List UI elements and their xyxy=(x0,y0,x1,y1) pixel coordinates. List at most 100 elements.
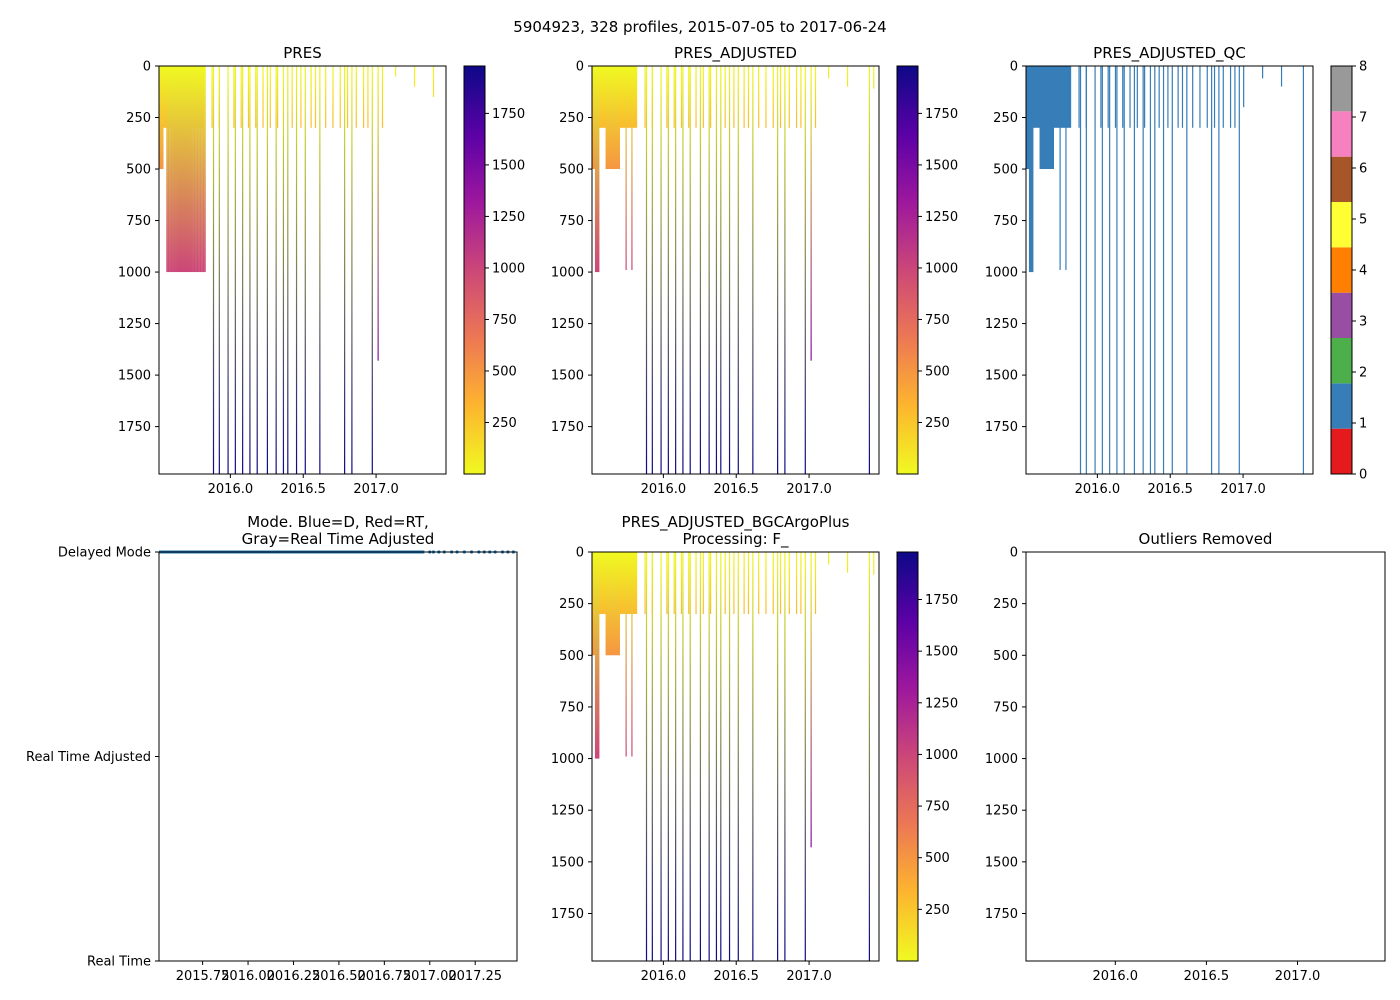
y-tick-label: Delayed Mode xyxy=(58,546,151,561)
x-tick-label: 2016.0 xyxy=(641,969,687,984)
profile-fill-step xyxy=(1026,66,1031,170)
y-tick-label: 500 xyxy=(993,649,1018,664)
profile-extra xyxy=(625,66,627,270)
profile-deep xyxy=(1171,66,1173,474)
x-tick-label: 2016.75 xyxy=(357,969,411,984)
profile-mid xyxy=(695,66,697,128)
colorbar-tick-label: 1500 xyxy=(492,158,525,173)
profile-deep xyxy=(667,66,669,474)
profile-deep xyxy=(737,552,739,961)
y-tick-label: 1750 xyxy=(985,907,1018,922)
x-tick-label: 2015.75 xyxy=(176,969,230,984)
colorbar-gradient xyxy=(464,66,485,474)
profile-mid xyxy=(1177,66,1179,128)
axes-frame xyxy=(591,65,880,475)
profile-fill-step xyxy=(1039,66,1055,170)
profile-mid xyxy=(800,66,802,128)
profile-mid xyxy=(788,66,790,128)
axes-title: Mode. Blue=D, Red=RT, xyxy=(247,513,429,531)
profile-dense xyxy=(201,66,203,273)
profile-deep xyxy=(682,552,684,961)
colorbar-tick-label: 3 xyxy=(1359,315,1367,330)
axes-title: PRES_ADJUSTED_BGCArgoPlus xyxy=(622,513,850,532)
y-tick-label: 1750 xyxy=(551,420,584,435)
profile-mid xyxy=(814,66,817,128)
profile-deep xyxy=(720,66,722,474)
profile-deep xyxy=(1186,66,1188,474)
colorbar-tick-label: 500 xyxy=(925,364,950,379)
profile-deep xyxy=(1211,66,1213,474)
profile-mid xyxy=(277,66,279,128)
colorbar-segment xyxy=(1331,202,1352,248)
profile-deep xyxy=(645,66,648,474)
y-tick-label: 1500 xyxy=(551,855,584,870)
colorbar-tick-label: 1250 xyxy=(925,210,958,225)
profile-mid xyxy=(1181,66,1184,128)
profile-mid xyxy=(1229,66,1232,128)
x-tick-label: 2016.5 xyxy=(280,482,326,497)
profile-deep xyxy=(1079,66,1082,474)
profile-dense xyxy=(198,66,200,273)
profile-mid xyxy=(680,552,683,614)
profile-dense xyxy=(170,66,173,273)
profile-mid xyxy=(724,66,726,128)
profile-dense xyxy=(176,66,179,273)
profile-mid xyxy=(666,66,668,128)
profile-mid xyxy=(814,552,817,614)
y-tick-label: 1000 xyxy=(985,266,1018,281)
profile-deep xyxy=(212,66,215,474)
colorbar-segment xyxy=(1331,111,1352,157)
colorbar-tick-label: 5 xyxy=(1359,213,1367,228)
profile-deep xyxy=(777,552,779,961)
profile-dense xyxy=(187,66,190,273)
y-tick-label: 1250 xyxy=(985,317,1018,332)
colorbar-tick-label: 6 xyxy=(1359,162,1367,177)
y-tick-label: 500 xyxy=(126,163,151,178)
profile-mid xyxy=(795,66,798,128)
y-tick-label: Real Time xyxy=(87,955,151,970)
profile-fill-step xyxy=(592,552,597,656)
figure-title: 5904923, 328 profiles, 2015-07-05 to 201… xyxy=(513,18,886,36)
profile-mid xyxy=(291,66,293,128)
profile-deep xyxy=(708,66,710,474)
axes-outliers: Outliers Removed 2016.0 2016.5 2017.0 0 250 50… xyxy=(985,530,1386,984)
colorbar-segment xyxy=(1331,66,1352,112)
axes-frame xyxy=(158,551,518,962)
profile-dense xyxy=(169,66,171,273)
y-tick-label: 0 xyxy=(143,60,151,75)
profile-deep xyxy=(784,552,786,961)
y-tick-label: 1250 xyxy=(118,317,151,332)
y-tick-label: 1500 xyxy=(551,369,584,384)
profile-dense xyxy=(594,552,597,759)
colorbar-tick-label: 250 xyxy=(925,416,950,431)
x-tick-label: 2017.25 xyxy=(448,969,502,984)
profile-extra xyxy=(873,552,875,575)
profile-deep xyxy=(1101,66,1103,474)
profile-extra xyxy=(810,66,812,361)
colorbar-tick-label: 1000 xyxy=(492,261,525,276)
profile-deep xyxy=(227,66,229,474)
y-tick-label: 1000 xyxy=(985,752,1018,767)
profile-mid xyxy=(1167,66,1169,128)
profile-deep xyxy=(689,66,691,474)
y-tick-label: 1250 xyxy=(551,804,584,819)
colorbar-tick-label: 4 xyxy=(1359,264,1367,279)
x-tick-label: 2016.5 xyxy=(713,482,759,497)
profile-fill-step xyxy=(605,552,621,656)
profile-deep xyxy=(1123,66,1125,474)
x-tick-label: 2016.0 xyxy=(208,482,254,497)
profile-mid xyxy=(1100,66,1102,128)
colorbar: 250 500 750 1000 1250 1500 1750 xyxy=(463,65,525,475)
colorbar-frame xyxy=(463,65,486,475)
x-tick-label: 2016.5 xyxy=(1147,482,1193,497)
profile-deep xyxy=(651,552,653,961)
profile-deep xyxy=(295,66,298,474)
profile-marks xyxy=(159,66,435,474)
y-tick-label: 250 xyxy=(993,597,1018,612)
profile-mid xyxy=(710,552,712,614)
y-tick-label: 0 xyxy=(576,60,584,75)
profile-deep xyxy=(752,552,754,961)
colorbar-frame xyxy=(896,551,919,962)
colorbar-tick-label: 500 xyxy=(492,364,517,379)
